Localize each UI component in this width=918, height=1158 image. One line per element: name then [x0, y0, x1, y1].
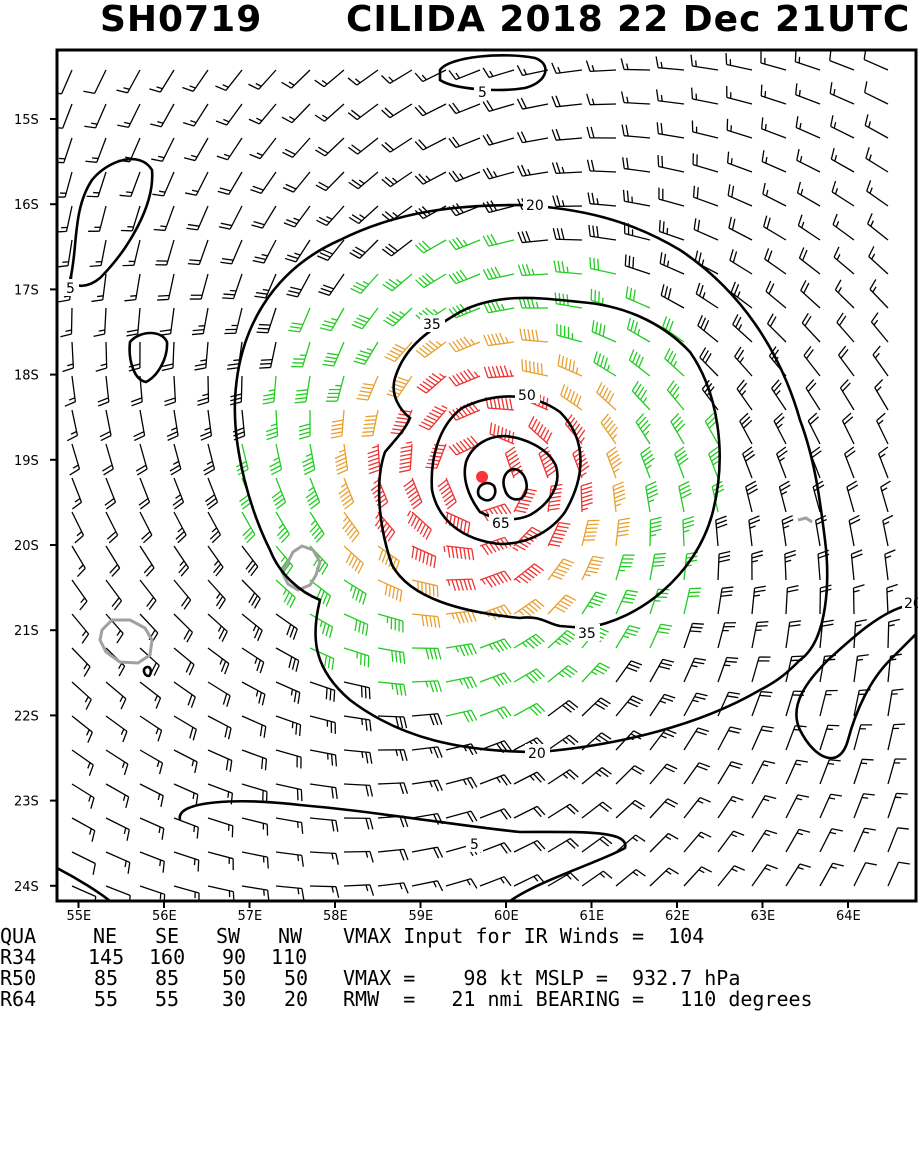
lat-label: 23S: [14, 795, 39, 810]
r50-nw: 50: [284, 968, 308, 989]
r34-ne: 145: [88, 947, 124, 968]
r34-sw: 90: [222, 947, 246, 968]
quad-header-ne: NE: [93, 926, 117, 947]
contour-label-20-bottom: 20: [528, 746, 546, 762]
r50-label: R50: [0, 968, 36, 989]
quad-header-label: QUA: [0, 926, 36, 947]
storm-center-marker: [476, 471, 488, 483]
vmax-input-text: VMAX Input for IR Winds = 104: [343, 926, 704, 947]
r64-ne: 55: [94, 989, 118, 1010]
lat-label: 15S: [14, 113, 39, 128]
rmw-bearing-text: RMW = 21 nmi BEARING = 110 degrees: [343, 989, 813, 1010]
lon-label: 61E: [580, 909, 605, 924]
quad-header-se: SE: [155, 926, 179, 947]
lat-label: 16S: [14, 198, 39, 213]
quad-header-nw: NW: [278, 926, 302, 947]
lat-label: 17S: [14, 283, 39, 298]
footer-row-r64: R64 55 55 30 20 RMW = 21 nmi BEARING = 1…: [0, 989, 48, 1157]
lon-label: 59E: [409, 909, 434, 924]
contour-label-65: 65: [492, 516, 510, 532]
contour-label-5-left: 5: [66, 281, 75, 297]
wind-map: 5 5 5 20 20 20 35 35 50 65 15S16S17S18S1…: [0, 0, 918, 926]
lat-label: 18S: [14, 369, 39, 384]
lon-label: 58E: [323, 909, 348, 924]
contour-label-35-top: 35: [423, 317, 441, 333]
r64-se: 55: [155, 989, 179, 1010]
vmax-mslp-text: VMAX = 98 kt MSLP = 932.7 hPa: [343, 968, 740, 989]
lon-label: 60E: [494, 909, 519, 924]
r34-se: 160: [149, 947, 185, 968]
r50-ne: 85: [94, 968, 118, 989]
lon-label: 57E: [238, 909, 263, 924]
contour-label-5-top: 5: [478, 85, 487, 101]
r34-label: R34: [0, 947, 36, 968]
lon-label: 56E: [152, 909, 177, 924]
contour-label-5-bottom: 5: [470, 837, 479, 853]
r64-label: R64: [0, 989, 36, 1010]
r50-se: 85: [155, 968, 179, 989]
lat-label: 20S: [14, 539, 39, 554]
r34-nw: 110: [271, 947, 307, 968]
lon-label: 62E: [665, 909, 690, 924]
lat-label: 21S: [14, 624, 39, 639]
lat-label: 19S: [14, 454, 39, 469]
lat-label: 22S: [14, 709, 39, 724]
quad-header-sw: SW: [216, 926, 240, 947]
lon-label: 64E: [836, 909, 861, 924]
contour-label-20-top: 20: [526, 198, 544, 214]
lon-label: 55E: [67, 909, 92, 924]
r50-sw: 50: [222, 968, 246, 989]
contour-label-35-bottom: 35: [578, 626, 596, 642]
contour-label-50: 50: [518, 388, 536, 404]
r64-nw: 20: [284, 989, 308, 1010]
lon-label: 63E: [751, 909, 776, 924]
latitude-labels: 15S 16S 17S 18S 19S 20S 21S 22S 23S 24S: [14, 113, 39, 895]
lat-label: 24S: [14, 880, 39, 895]
longitude-labels: 55E 56E 57E 58E 59E 60E 61E 62E 63E 64E: [67, 909, 861, 924]
r64-sw: 30: [222, 989, 246, 1010]
